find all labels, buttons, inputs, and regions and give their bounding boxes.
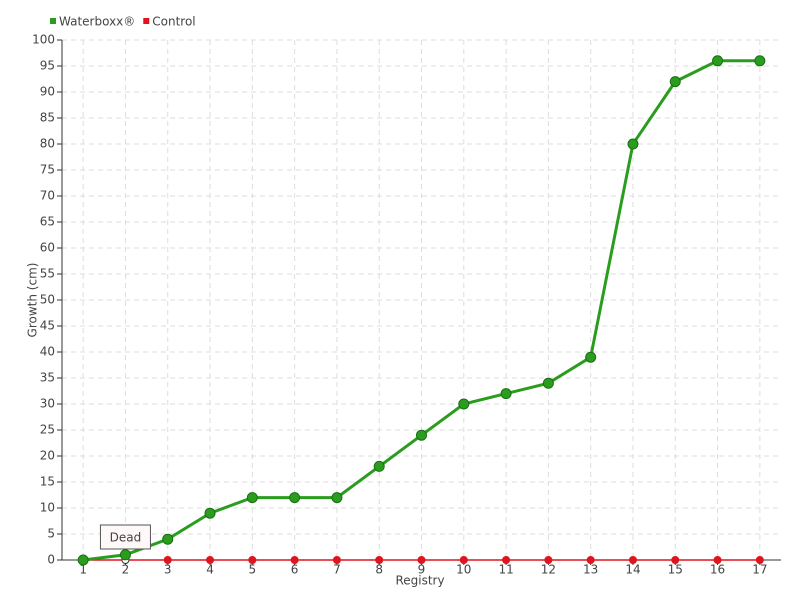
y-tick-label: 20 xyxy=(40,449,55,463)
x-tick-label: 16 xyxy=(710,563,725,577)
data-point xyxy=(500,388,512,400)
y-tick-label: 80 xyxy=(40,137,55,151)
x-tick-label: 1 xyxy=(79,563,87,577)
y-tick-label: 60 xyxy=(40,241,55,255)
data-point xyxy=(542,377,554,389)
data-point xyxy=(248,556,257,564)
y-tick-label: 95 xyxy=(40,59,55,73)
x-tick-label: 14 xyxy=(625,563,640,577)
y-tick-label: 35 xyxy=(40,371,55,385)
x-tick-label: 9 xyxy=(418,563,426,577)
data-point xyxy=(459,556,468,564)
y-tick-label: 5 xyxy=(47,527,55,541)
data-point xyxy=(289,492,301,504)
y-tick-label: 0 xyxy=(47,553,55,567)
y-tick-label: 70 xyxy=(40,189,55,203)
x-axis-title: Registry xyxy=(395,574,444,588)
data-point xyxy=(162,533,174,545)
data-point xyxy=(204,507,216,519)
x-tick-label: 17 xyxy=(752,563,767,577)
x-tick-label: 2 xyxy=(122,563,130,577)
y-tick-label: 40 xyxy=(40,345,55,359)
x-tick-label: 12 xyxy=(541,563,556,577)
data-point xyxy=(544,556,553,564)
data-point xyxy=(712,55,724,67)
data-point xyxy=(586,556,595,564)
y-tick-label: 10 xyxy=(40,501,55,515)
x-tick-label: 7 xyxy=(333,563,341,577)
data-point xyxy=(77,554,89,566)
data-point xyxy=(755,556,764,564)
y-tick-label: 85 xyxy=(40,111,55,125)
y-tick-label: 100 xyxy=(32,33,55,47)
data-point xyxy=(713,556,722,564)
data-point xyxy=(669,76,681,88)
x-tick-label: 6 xyxy=(291,563,299,577)
y-tick-label: 30 xyxy=(40,397,55,411)
legend-label: Waterboxx® xyxy=(59,15,135,29)
y-tick-label: 15 xyxy=(40,475,55,489)
x-tick-label: 8 xyxy=(375,563,383,577)
y-tick-label: 75 xyxy=(40,163,55,177)
data-point xyxy=(246,492,258,504)
x-tick-label: 5 xyxy=(249,563,257,577)
data-point xyxy=(290,556,299,564)
legend-swatch xyxy=(50,18,56,24)
y-tick-label: 65 xyxy=(40,215,55,229)
x-tick-label: 10 xyxy=(456,563,471,577)
data-point xyxy=(627,138,639,150)
y-tick-label: 45 xyxy=(40,319,55,333)
data-point xyxy=(671,556,680,564)
data-point xyxy=(416,429,427,441)
legend-swatch xyxy=(143,18,150,24)
x-tick-label: 15 xyxy=(668,563,683,577)
data-point xyxy=(754,55,766,67)
data-point xyxy=(502,556,511,564)
y-tick-label: 55 xyxy=(40,267,55,281)
annotation-box xyxy=(99,524,151,550)
data-point xyxy=(331,492,343,504)
y-axis-title: Growth (cm) xyxy=(26,263,40,338)
data-point xyxy=(119,549,131,561)
data-point xyxy=(628,556,637,564)
data-point xyxy=(375,556,384,564)
x-tick-label: 3 xyxy=(164,563,172,577)
data-point xyxy=(373,460,385,472)
data-point xyxy=(332,556,341,564)
data-point xyxy=(163,556,172,564)
data-point xyxy=(585,351,597,363)
y-tick-label: 50 xyxy=(40,293,55,307)
y-tick-label: 25 xyxy=(40,423,55,437)
annotation: Dead xyxy=(110,531,142,545)
data-point xyxy=(417,556,426,564)
data-point xyxy=(458,398,470,410)
y-tick-label: 90 xyxy=(40,85,55,99)
legend-label: Control xyxy=(152,15,195,29)
x-tick-label: 13 xyxy=(583,563,598,577)
data-point xyxy=(206,556,215,564)
x-tick-label: 4 xyxy=(206,563,214,577)
x-tick-label: 11 xyxy=(498,563,513,577)
